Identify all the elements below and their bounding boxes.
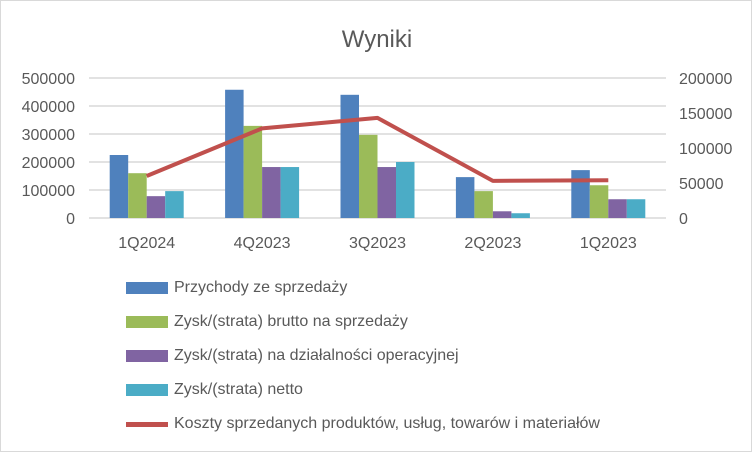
legend-label: Zysk/(strata) na działalności operacyjne… <box>174 347 459 364</box>
legend-swatch <box>126 316 168 328</box>
category-label: 4Q2023 <box>234 235 291 252</box>
legend-label: Zysk/(strata) brutto na sprzedaży <box>174 313 408 330</box>
category-label: 3Q2023 <box>349 235 406 252</box>
left-axis-tick: 100000 <box>22 183 75 200</box>
bar <box>165 191 184 218</box>
bar <box>146 196 166 218</box>
bar <box>359 134 378 218</box>
legend-item: Koszty sprzedanych produktów, usług, tow… <box>126 407 600 441</box>
bar <box>589 185 609 218</box>
left-axis-tick: 200000 <box>22 155 75 172</box>
right-axis-tick: 150000 <box>679 106 732 123</box>
legend-item: Zysk/(strata) netto <box>126 373 600 407</box>
bar <box>262 167 281 218</box>
bar <box>492 211 512 218</box>
left-axis-tick: 400000 <box>22 99 75 116</box>
right-axis-tick: 50000 <box>679 176 724 193</box>
legend-item: Zysk/(strata) na działalności operacyjne… <box>126 339 600 373</box>
bar <box>511 213 530 218</box>
legend-label: Koszty sprzedanych produktów, usług, tow… <box>174 415 600 432</box>
bar <box>109 155 129 218</box>
bar <box>340 94 359 218</box>
bar <box>243 125 263 218</box>
bar <box>377 167 396 218</box>
left-axis-tick: 0 <box>66 211 75 228</box>
chart-title: Wyniki <box>342 26 412 53</box>
legend-item: Zysk/(strata) brutto na sprzedaży <box>126 305 600 339</box>
legend-swatch <box>126 384 168 396</box>
bar <box>280 167 300 218</box>
legend-label: Przychody ze sprzedaży <box>174 279 348 296</box>
right-axis-tick: 0 <box>679 211 688 228</box>
bar <box>455 177 475 218</box>
legend: Przychody ze sprzedaży Zysk/(strata) brut… <box>126 271 600 441</box>
right-axis-tick: 200000 <box>679 71 732 88</box>
bar <box>608 199 627 218</box>
legend-swatch <box>126 282 168 294</box>
category-label: 1Q2024 <box>118 235 175 252</box>
bar <box>396 162 415 218</box>
bar <box>626 199 646 218</box>
bar <box>571 170 590 218</box>
legend-item: Przychody ze sprzedaży <box>126 271 600 305</box>
legend-swatch <box>126 421 168 427</box>
bar <box>128 173 147 218</box>
left-axis-tick: 300000 <box>22 127 75 144</box>
bar <box>474 191 493 218</box>
bar <box>225 89 244 218</box>
category-label: 2Q2023 <box>464 235 521 252</box>
category-label: 1Q2023 <box>580 235 637 252</box>
legend-label: Zysk/(strata) netto <box>174 381 303 398</box>
chart-svg: Wyniki 0 100000 200000 300000 400000 500000 0 5… <box>22 26 733 252</box>
left-axis-tick: 500000 <box>22 71 75 88</box>
right-axis-tick: 100000 <box>679 141 732 158</box>
legend-swatch <box>126 350 168 362</box>
